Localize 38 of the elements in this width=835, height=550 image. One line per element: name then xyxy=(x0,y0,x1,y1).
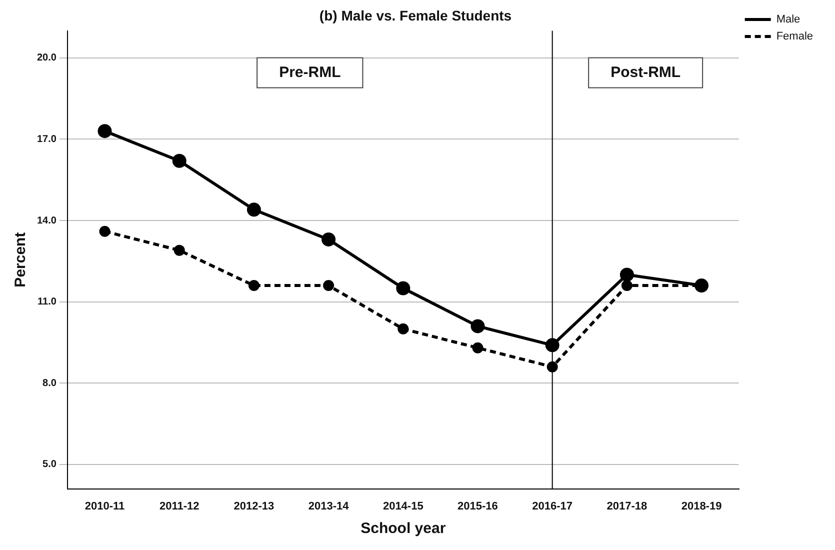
x-axis-title: School year xyxy=(360,520,446,538)
annotation: Pre-RML xyxy=(279,64,341,81)
point xyxy=(172,154,186,168)
y-axis-title: Percent xyxy=(12,232,30,288)
legend-label: Female xyxy=(776,30,814,43)
point xyxy=(398,323,409,334)
point xyxy=(472,342,484,354)
x-tick-label: 2017-18 xyxy=(606,500,648,512)
point xyxy=(174,244,185,256)
point xyxy=(546,361,558,372)
point xyxy=(396,281,410,296)
y-tick-label: 5.0 xyxy=(42,459,57,470)
point xyxy=(246,202,261,217)
point xyxy=(323,280,334,292)
y-tick-label: 14.0 xyxy=(36,215,57,226)
point xyxy=(248,280,260,292)
x-tick-label: 2018-19 xyxy=(681,500,722,512)
x-tick-label: 2016-17 xyxy=(532,500,573,512)
point xyxy=(99,226,110,237)
point xyxy=(470,319,485,334)
x-tick-label: 2012-13 xyxy=(234,500,274,512)
point xyxy=(620,268,634,282)
point xyxy=(621,280,632,292)
point xyxy=(322,232,336,246)
annotation: Post-RML xyxy=(610,64,681,81)
x-tick-label: 2013-14 xyxy=(308,500,350,512)
x-tick-label: 2014-15 xyxy=(382,500,424,512)
point xyxy=(545,338,560,352)
y-tick-label: 8.0 xyxy=(42,378,57,389)
x-tick-label: 2015-16 xyxy=(458,500,498,512)
point xyxy=(98,124,112,138)
x-tick-label: 2010-11 xyxy=(84,500,125,512)
legend-label: Male xyxy=(776,14,800,26)
y-tick-label: 20.0 xyxy=(36,52,57,64)
y-tick-label: 17.0 xyxy=(36,134,57,145)
x-tick-label: 2011-12 xyxy=(159,500,200,512)
y-tick-label: 11.0 xyxy=(38,296,57,308)
chart-title: (b) Male vs. Female Students xyxy=(319,7,512,24)
